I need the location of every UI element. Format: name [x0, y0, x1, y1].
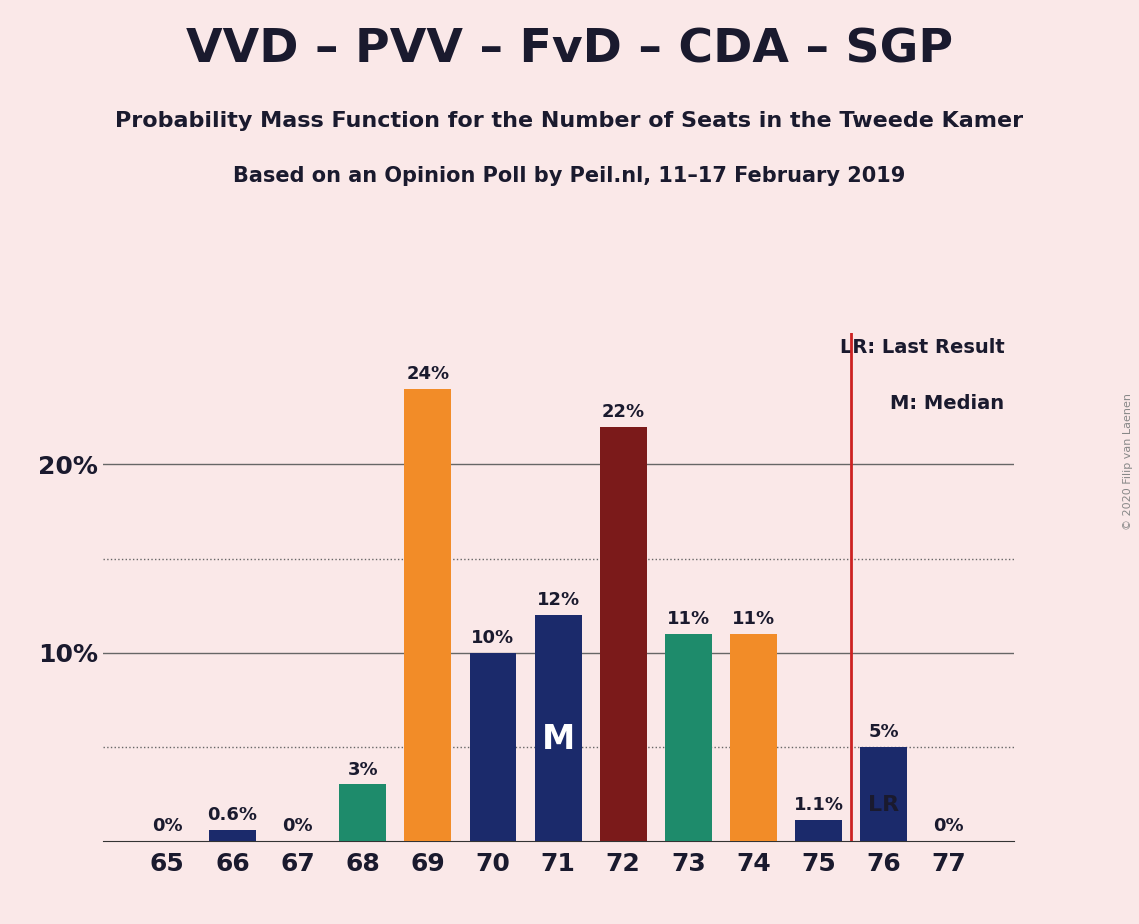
Text: 0%: 0% [282, 817, 313, 835]
Text: 0.6%: 0.6% [207, 806, 257, 824]
Text: 22%: 22% [601, 403, 645, 421]
Bar [730, 634, 777, 841]
Text: 12%: 12% [536, 591, 580, 609]
Text: 10%: 10% [472, 629, 515, 647]
Text: 24%: 24% [407, 366, 450, 383]
Text: 0%: 0% [934, 817, 964, 835]
Bar [534, 615, 582, 841]
Text: 5%: 5% [868, 723, 899, 741]
Text: 11%: 11% [666, 610, 710, 628]
Text: M: Median: M: Median [891, 394, 1005, 413]
Bar [404, 389, 451, 841]
Bar [600, 427, 647, 841]
Text: LR: Last Result: LR: Last Result [839, 337, 1005, 357]
Text: 0%: 0% [153, 817, 182, 835]
Text: M: M [541, 723, 575, 756]
Text: © 2020 Filip van Laenen: © 2020 Filip van Laenen [1123, 394, 1133, 530]
Bar [860, 747, 907, 841]
Text: VVD – PVV – FvD – CDA – SGP: VVD – PVV – FvD – CDA – SGP [186, 28, 953, 73]
Text: LR: LR [868, 795, 900, 815]
Bar [469, 652, 516, 841]
Bar [210, 830, 256, 841]
Bar [339, 784, 386, 841]
Text: 1.1%: 1.1% [794, 796, 844, 814]
Bar [795, 821, 842, 841]
Bar [665, 634, 712, 841]
Text: 3%: 3% [347, 760, 378, 779]
Text: Based on an Opinion Poll by Peil.nl, 11–17 February 2019: Based on an Opinion Poll by Peil.nl, 11–… [233, 166, 906, 187]
Text: Probability Mass Function for the Number of Seats in the Tweede Kamer: Probability Mass Function for the Number… [115, 111, 1024, 131]
Text: 11%: 11% [732, 610, 775, 628]
